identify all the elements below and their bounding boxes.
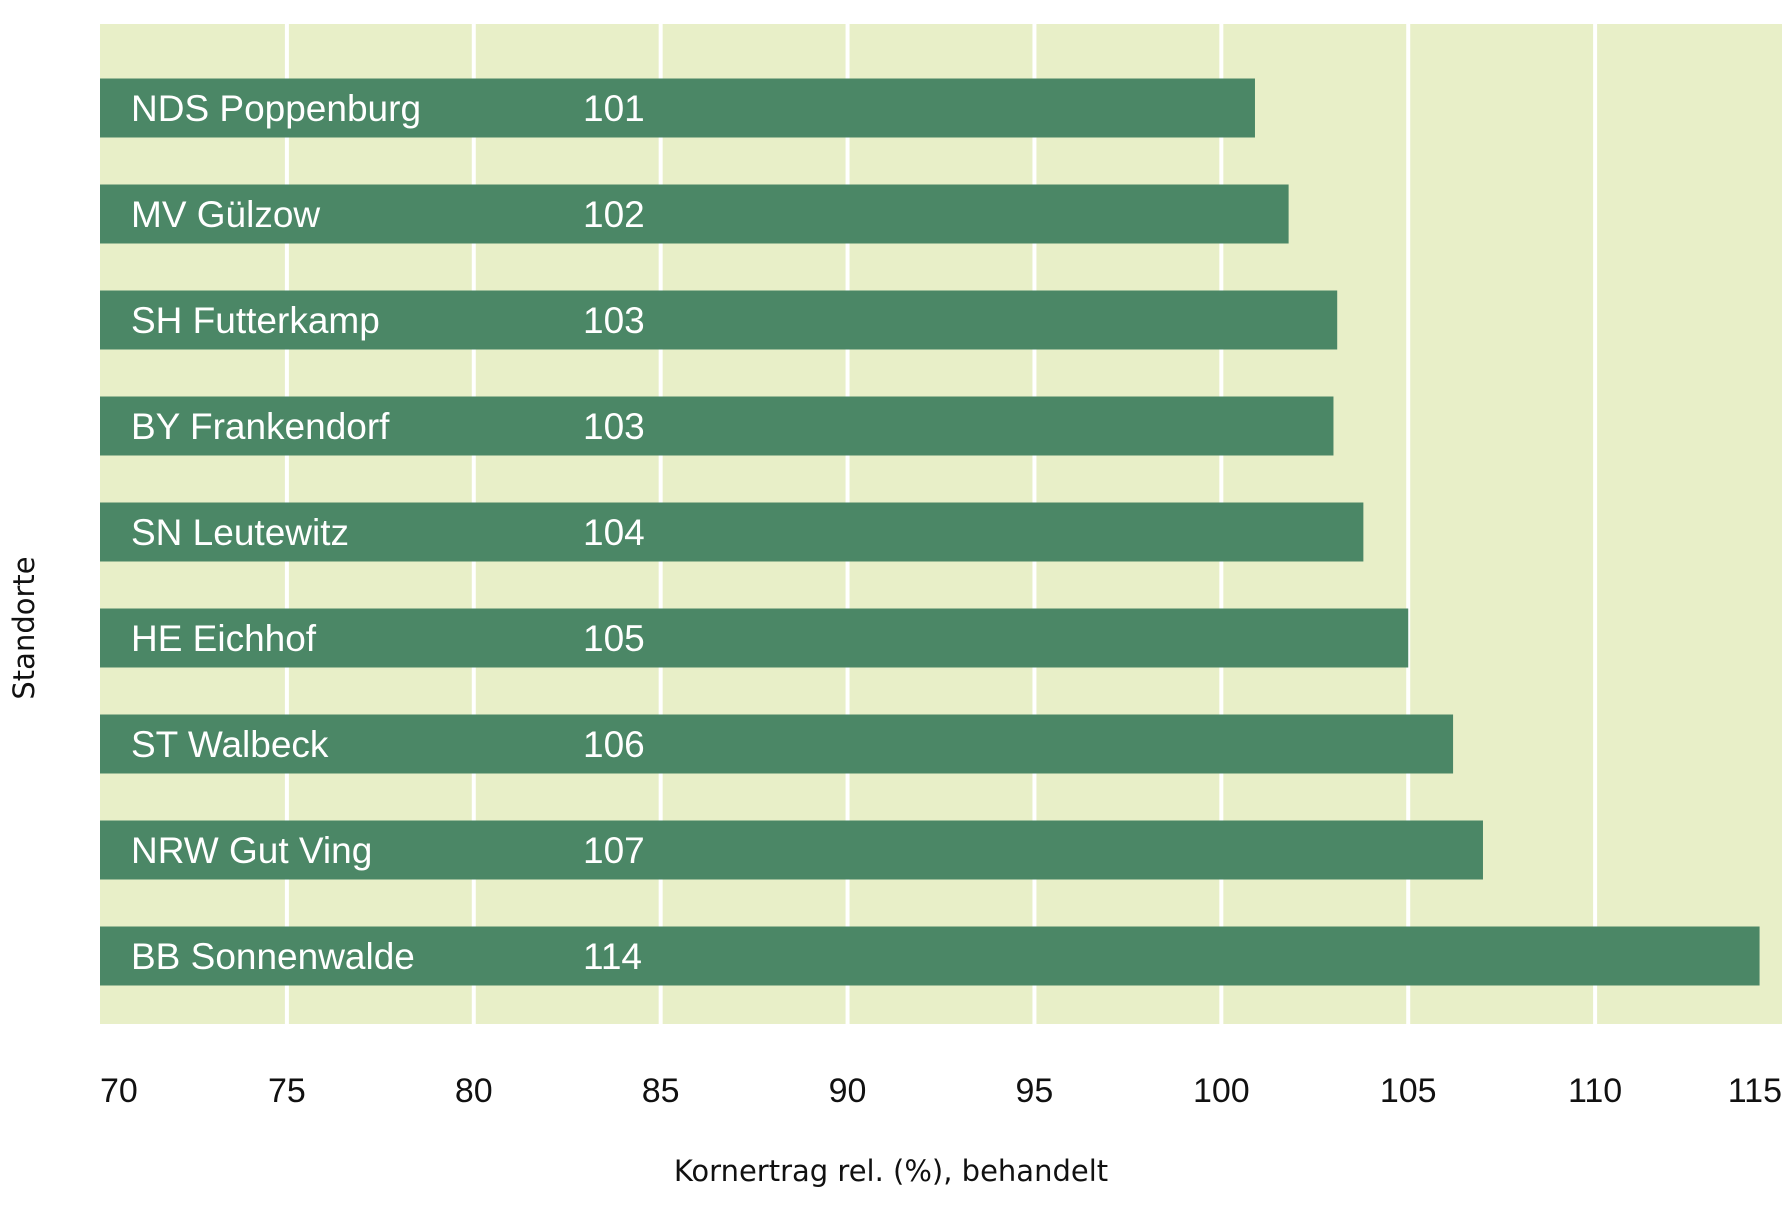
bar-value-label: 103 [583,406,645,447]
x-tick-label: 85 [642,1072,680,1110]
bar [100,608,1409,668]
x-tick-label: 80 [455,1072,493,1110]
bar-group-7: NRW Gut Ving 107 [100,820,1483,880]
bar-category-label: SH Futterkamp [131,300,380,341]
bar-category-label: SN Leutewitz [131,512,349,553]
bar-category-label: ST Walbeck [131,724,329,765]
bar [100,502,1364,562]
bar-category-label: BB Sonnenwalde [131,936,415,977]
x-axis-ticks: 70 75 80 85 90 95 100 105 110 115 [100,1072,1782,1110]
y-axis-title: Standorte [7,556,41,699]
bar-category-label: NDS Poppenburg [131,88,421,129]
x-tick-label: 90 [829,1072,867,1110]
x-tick-label: 75 [268,1072,306,1110]
bar-group-1: MV Gülzow 102 [100,184,1289,244]
bar-category-label: BY Frankendorf [131,406,390,447]
x-tick-label: 110 [1568,1072,1622,1110]
x-tick-label: 105 [1380,1072,1437,1110]
bar-category-label: MV Gülzow [131,194,320,235]
bars: NDS Poppenburg 101 MV Gülzow 102 SH Futterka… [100,78,1760,986]
bar-value-label: 114 [583,936,642,977]
bar [100,926,1760,986]
bar [100,78,1255,138]
bar-group-4: SN Leutewitz 104 [100,502,1364,562]
x-tick-label: 100 [1193,1072,1250,1110]
bar-group-3: BY Frankendorf 103 [100,396,1334,456]
bar [100,396,1334,456]
bar [100,184,1289,244]
x-tick-label: 95 [1016,1072,1054,1110]
bar [100,290,1338,350]
bar-category-label: NRW Gut Ving [131,830,372,871]
x-axis-title: Kornertrag rel. (%), behandelt [674,1154,1108,1188]
bar-group-6: ST Walbeck 106 [100,714,1454,774]
x-tick-label: 115 [1728,1072,1782,1110]
bar-value-label: 101 [583,88,645,129]
bar-value-label: 107 [583,830,645,871]
bar [100,714,1454,774]
bar [100,820,1483,880]
bar-value-label: 103 [583,300,645,341]
bar-value-label: 104 [583,512,645,553]
bar-group-2: SH Futterkamp 103 [100,290,1338,350]
bar-value-label: 106 [583,724,645,765]
x-tick-label: 70 [100,1072,138,1110]
bar-value-label: 105 [583,618,645,659]
bar-value-label: 102 [583,194,645,235]
bar-group-5: HE Eichhof 105 [100,608,1409,668]
bar-group-8: BB Sonnenwalde 114 [100,926,1760,986]
bar-category-label: HE Eichhof [131,618,317,659]
bar-group-0: NDS Poppenburg 101 [100,78,1255,138]
